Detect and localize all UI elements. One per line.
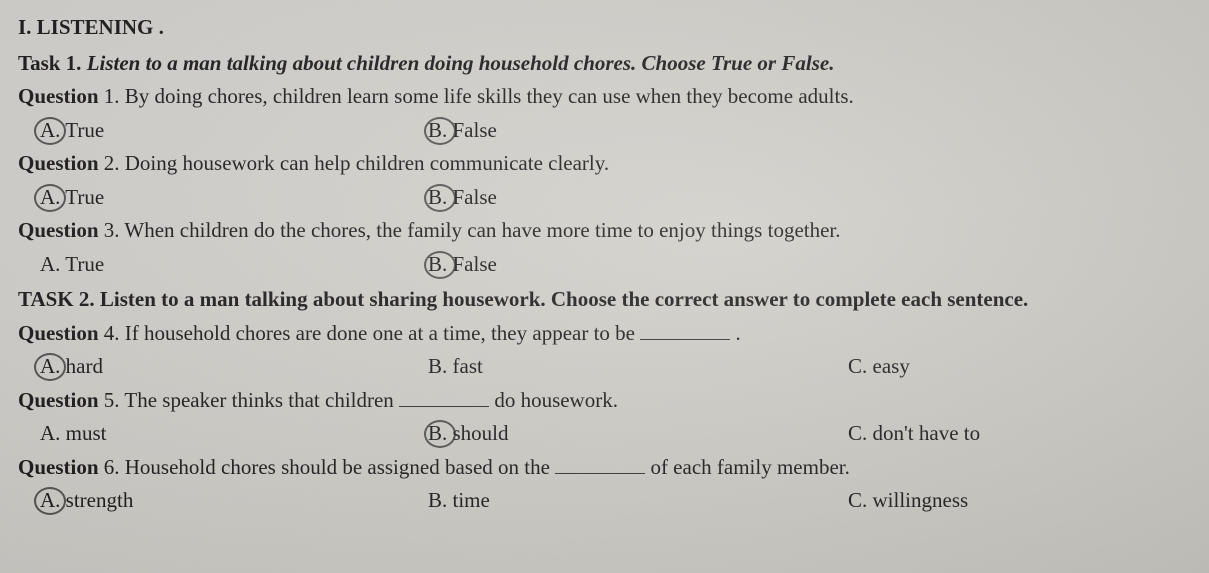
q1-label: Question — [18, 84, 99, 108]
q4-blank[interactable] — [640, 319, 730, 340]
q2-num: 2. — [104, 151, 120, 175]
q1-text: By doing chores, children learn some lif… — [125, 84, 854, 108]
q5-option-b[interactable]: B. should — [428, 418, 848, 450]
q3-num: 3. — [104, 218, 120, 242]
q2-options: A. True B. False — [18, 182, 1191, 214]
q4-label: Question — [18, 321, 99, 345]
q5-num: 5. — [104, 388, 120, 412]
q4-option-b[interactable]: B. fast — [428, 351, 848, 383]
q1-options: A. True B. False — [18, 115, 1191, 147]
q5-options: A. must B. should C. don't have to — [18, 418, 1191, 450]
question-3: Question 3. When children do the chores,… — [18, 215, 1191, 247]
q3-option-a[interactable]: A. True — [18, 249, 428, 281]
q6-option-c[interactable]: C. willingness — [848, 485, 968, 517]
q6-text-after: of each family member. — [650, 455, 849, 479]
q4-option-a[interactable]: A. hard — [18, 351, 428, 383]
q6-blank[interactable] — [555, 453, 645, 474]
q6-text-before: Household chores should be assigned base… — [125, 455, 550, 479]
task1-label: Task 1. — [18, 51, 81, 75]
q5-text-after: do housework. — [494, 388, 618, 412]
q2-text: Doing housework can help children commun… — [125, 151, 609, 175]
q4-text-before: If household chores are done one at a ti… — [125, 321, 635, 345]
section-heading: I. LISTENING . — [18, 12, 1191, 44]
question-4: Question 4. If household chores are done… — [18, 318, 1191, 350]
q4-num: 4. — [104, 321, 120, 345]
q6-label: Question — [18, 455, 99, 479]
q4-options: A. hard B. fast C. easy — [18, 351, 1191, 383]
q1-option-a[interactable]: A. True — [18, 115, 428, 147]
q5-text-before: The speaker thinks that children — [124, 388, 393, 412]
question-6: Question 6. Household chores should be a… — [18, 452, 1191, 484]
q5-blank[interactable] — [399, 386, 489, 407]
q3-options: A. True B. False — [18, 249, 1191, 281]
question-1: Question 1. By doing chores, children le… — [18, 81, 1191, 113]
q3-label: Question — [18, 218, 99, 242]
task2-title: TASK 2. Listen to a man talking about sh… — [18, 284, 1191, 316]
q2-label: Question — [18, 151, 99, 175]
q6-num: 6. — [104, 455, 120, 479]
question-5: Question 5. The speaker thinks that chil… — [18, 385, 1191, 417]
q2-option-a[interactable]: A. True — [18, 182, 428, 214]
q6-option-b[interactable]: B. time — [428, 485, 848, 517]
task1-desc: Listen to a man talking about children d… — [87, 51, 835, 75]
q1-num: 1. — [104, 84, 120, 108]
q5-option-c[interactable]: C. don't have to — [848, 418, 980, 450]
q3-option-b[interactable]: B. False — [428, 249, 848, 281]
q2-option-b[interactable]: B. False — [428, 182, 848, 214]
task1-title: Task 1. Listen to a man talking about ch… — [18, 48, 1191, 80]
q6-option-a[interactable]: A. strength — [18, 485, 428, 517]
q4-text-after: . — [735, 321, 740, 345]
q5-label: Question — [18, 388, 99, 412]
q5-option-a[interactable]: A. must — [18, 418, 428, 450]
task2-desc: Listen to a man talking about sharing ho… — [100, 287, 1028, 311]
q6-options: A. strength B. time C. willingness — [18, 485, 1191, 517]
question-2: Question 2. Doing housework can help chi… — [18, 148, 1191, 180]
q1-option-b[interactable]: B. False — [428, 115, 848, 147]
q4-option-c[interactable]: C. easy — [848, 351, 910, 383]
q3-text: When children do the chores, the family … — [124, 218, 840, 242]
task2-label: TASK 2. — [18, 287, 95, 311]
